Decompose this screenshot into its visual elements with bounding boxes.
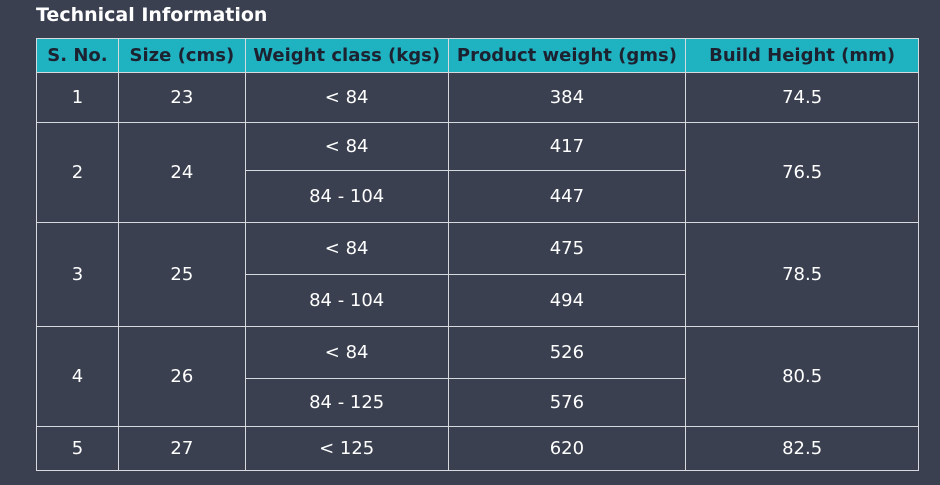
product-weight-cell: 620 (447, 426, 687, 471)
header-cell: Build Height (mm) (685, 38, 919, 73)
size-cell: 23 (117, 72, 246, 123)
weight-class-cell: < 84 (244, 72, 449, 123)
build-height-cell: 82.5 (685, 426, 919, 471)
size-cell: 27 (117, 426, 246, 471)
size-cell: 25 (117, 222, 246, 327)
table-row: 84 - 125 576 (37, 378, 919, 427)
product-weight-cell: 475 (447, 222, 687, 275)
table-row: 84 - 104 447 (37, 170, 919, 223)
product-weight-cell: 447 (447, 170, 687, 223)
table-row: 3 25 < 84 475 78.5 (36, 222, 919, 327)
header-row: S. No. Size (cms) Weight class (kgs) Produc… (36, 38, 919, 73)
build-height-cell: 76.5 (685, 122, 919, 223)
product-weight-cell: 417 (447, 122, 687, 171)
build-height-cell: 78.5 (685, 222, 919, 327)
sno-cell: 3 (36, 222, 119, 327)
size-cell: 26 (117, 326, 246, 427)
weight-class-cell: < 84 (244, 326, 449, 379)
sno-cell: 4 (36, 326, 119, 427)
table-row: 2 24 < 84 417 76.5 (36, 122, 919, 223)
sno-cell: 2 (36, 122, 119, 223)
weight-class-cell: 84 - 125 (244, 378, 449, 427)
table-row: 4 26 < 84 526 80.5 (36, 326, 919, 427)
weight-class-cell: < 84 (244, 222, 449, 275)
header-cell: Weight class (kgs) (244, 38, 449, 73)
weight-class-cell: 84 - 104 (244, 170, 449, 223)
header-cell: Size (cms) (117, 38, 246, 73)
build-height-cell: 80.5 (685, 326, 919, 427)
product-weight-cell: 494 (447, 274, 687, 327)
header-cell: Product weight (gms) (447, 38, 687, 73)
product-weight-cell: 576 (447, 378, 687, 427)
title: Technical Information (36, 4, 268, 26)
tech-table: S. No. Size (cms) Weight class (kgs) Produc… (36, 38, 919, 471)
table-row: 5 27 < 125 620 82.5 (36, 426, 919, 471)
size-cell: 24 (117, 122, 246, 223)
sno-cell: 5 (36, 426, 119, 471)
weight-class-cell: 84 - 104 (244, 274, 449, 327)
product-weight-cell: 526 (447, 326, 687, 379)
weight-class-cell: < 125 (244, 426, 449, 471)
table-row: 1 23 < 84 384 74.5 (36, 72, 919, 123)
product-weight-cell: 384 (447, 72, 687, 123)
sno-cell: 1 (36, 72, 119, 123)
table-row: 84 - 104 494 (37, 274, 919, 327)
table-body: 1 23 < 84 384 74.5 2 24 < 84 417 76.5 84 - 104 447 3… (36, 72, 919, 471)
weight-class-cell: < 84 (244, 122, 449, 171)
build-height-cell: 74.5 (685, 72, 919, 123)
header-cell: S. No. (36, 38, 119, 73)
